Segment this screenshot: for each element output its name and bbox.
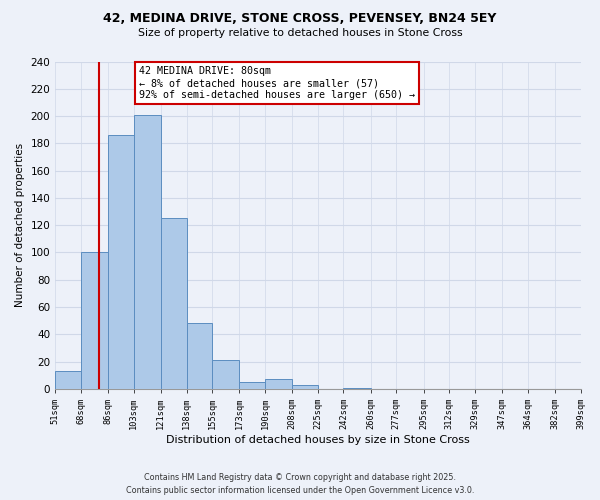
Bar: [187, 324, 212, 389]
Bar: [81, 252, 108, 389]
Text: 42 MEDINA DRIVE: 80sqm
← 8% of detached houses are smaller (57)
92% of semi-deta: 42 MEDINA DRIVE: 80sqm ← 8% of detached …: [139, 66, 415, 100]
Text: Size of property relative to detached houses in Stone Cross: Size of property relative to detached ho…: [137, 28, 463, 38]
X-axis label: Distribution of detached houses by size in Stone Cross: Distribution of detached houses by size …: [166, 435, 470, 445]
Text: Contains HM Land Registry data © Crown copyright and database right 2025.
Contai: Contains HM Land Registry data © Crown c…: [126, 474, 474, 495]
Bar: [108, 135, 134, 389]
Y-axis label: Number of detached properties: Number of detached properties: [15, 143, 25, 308]
Bar: [343, 388, 371, 389]
Bar: [134, 114, 161, 389]
Bar: [239, 382, 265, 389]
Bar: [292, 385, 318, 389]
Bar: [55, 371, 81, 389]
Bar: [161, 218, 187, 389]
Bar: [265, 380, 292, 389]
Text: 42, MEDINA DRIVE, STONE CROSS, PEVENSEY, BN24 5EY: 42, MEDINA DRIVE, STONE CROSS, PEVENSEY,…: [103, 12, 497, 26]
Bar: [212, 360, 239, 389]
